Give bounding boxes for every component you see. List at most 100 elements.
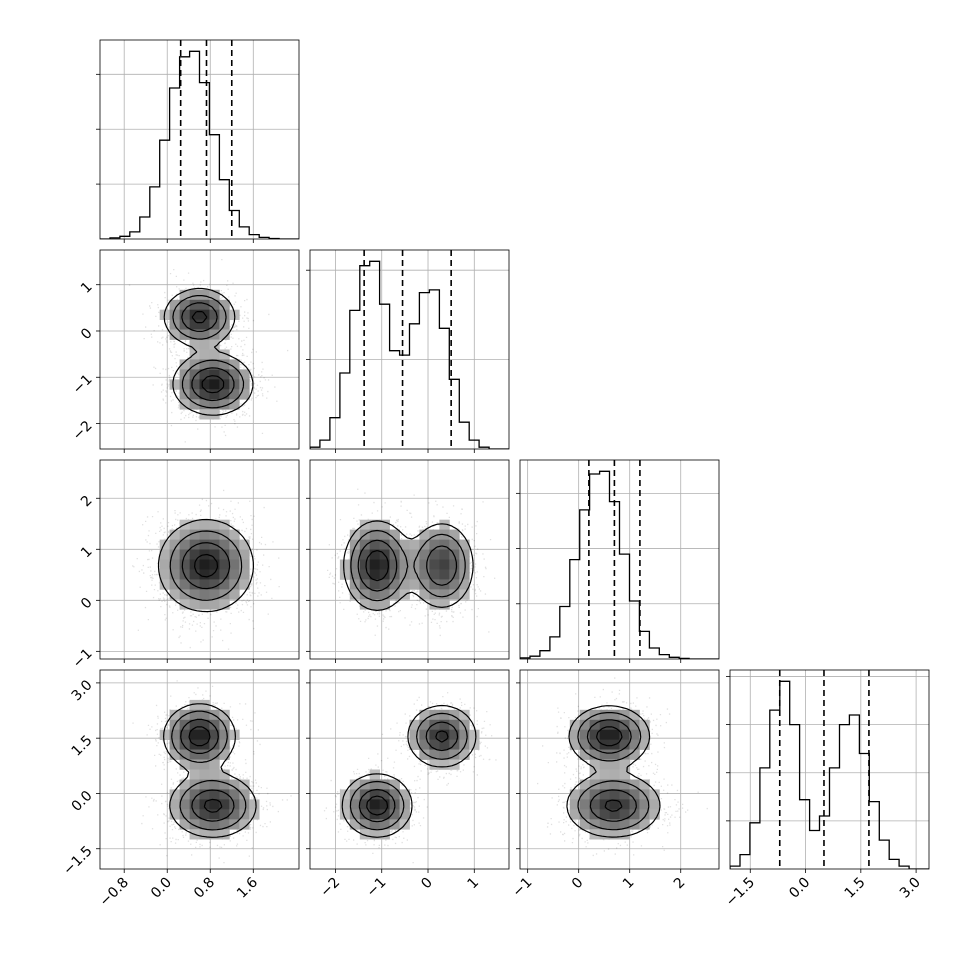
density-cell bbox=[379, 829, 390, 840]
density-cell bbox=[189, 809, 200, 820]
density-cell bbox=[589, 719, 600, 731]
density-cell bbox=[639, 719, 650, 731]
density-cell bbox=[209, 339, 220, 350]
contour-line bbox=[566, 705, 661, 838]
density-cell bbox=[359, 829, 371, 840]
density-cell bbox=[599, 819, 610, 830]
density-cell bbox=[179, 719, 190, 731]
y-tick-label: 1.5 bbox=[69, 733, 96, 760]
density-cell bbox=[339, 569, 351, 580]
y-tick-label: −2 bbox=[70, 418, 96, 444]
contour-line bbox=[191, 311, 225, 394]
density-cell bbox=[629, 719, 640, 731]
density-cell bbox=[199, 399, 210, 410]
density-cell bbox=[359, 599, 371, 610]
density-cell bbox=[349, 569, 361, 580]
density-cell bbox=[169, 729, 180, 740]
density-cell bbox=[209, 769, 220, 780]
density-cell bbox=[189, 579, 200, 590]
density-cell bbox=[339, 799, 351, 810]
density-cell bbox=[169, 579, 180, 590]
density-cell bbox=[229, 579, 240, 590]
density-cell bbox=[379, 539, 390, 550]
panel-frame bbox=[309, 459, 510, 660]
density-cell bbox=[229, 369, 240, 380]
density-cell bbox=[219, 549, 230, 560]
density-cell bbox=[379, 519, 390, 530]
density-cell bbox=[609, 789, 620, 800]
x-tick-label: 0.0 bbox=[786, 875, 813, 902]
density-cell bbox=[349, 819, 361, 830]
density-cell bbox=[639, 819, 650, 830]
panel-frame bbox=[309, 249, 510, 450]
density-cell bbox=[209, 759, 220, 770]
density-cell bbox=[449, 589, 460, 600]
density-cell bbox=[349, 809, 361, 820]
density-cell bbox=[629, 749, 640, 760]
panel-frame bbox=[99, 459, 300, 660]
density-cell bbox=[209, 389, 220, 400]
density-cell bbox=[209, 729, 220, 740]
x-tick-label: −1 bbox=[364, 875, 390, 901]
density-cell bbox=[189, 709, 200, 721]
density-cell bbox=[209, 289, 220, 301]
density-cell bbox=[339, 559, 351, 570]
density-cell bbox=[189, 569, 200, 580]
density-cell bbox=[439, 739, 450, 750]
density-cell bbox=[199, 379, 210, 390]
density-cell bbox=[419, 529, 430, 540]
density-cell bbox=[409, 579, 420, 590]
density-cell bbox=[349, 539, 361, 550]
histogram-line bbox=[310, 260, 509, 449]
density-cell bbox=[219, 779, 230, 790]
density-cell bbox=[189, 349, 200, 360]
density-cell bbox=[449, 719, 460, 731]
density-cell bbox=[429, 729, 440, 740]
contour-line bbox=[577, 712, 650, 831]
contour-line bbox=[172, 295, 245, 409]
density-cell bbox=[369, 549, 380, 560]
density-cell bbox=[219, 739, 230, 750]
density-cell bbox=[609, 829, 620, 840]
density-cell bbox=[249, 799, 260, 810]
density-cell bbox=[179, 749, 190, 760]
density-cell bbox=[389, 819, 400, 830]
histogram-panel-1 bbox=[306, 249, 510, 453]
density-cell bbox=[419, 589, 430, 600]
density-cell bbox=[189, 549, 200, 560]
density-cell bbox=[159, 559, 170, 570]
density-cell bbox=[179, 579, 190, 590]
density-cell bbox=[579, 809, 590, 820]
density-cell bbox=[179, 809, 190, 820]
density-cell bbox=[349, 559, 361, 570]
density-cell bbox=[209, 359, 220, 370]
density-cell bbox=[179, 819, 190, 830]
density-cell bbox=[199, 289, 210, 301]
density-cell bbox=[209, 309, 220, 320]
density-cell bbox=[229, 559, 240, 570]
density-cell bbox=[579, 709, 590, 721]
density-cell bbox=[239, 579, 250, 590]
density-cell bbox=[619, 819, 630, 830]
density-cell bbox=[619, 749, 630, 760]
joint-panel-content bbox=[132, 489, 280, 650]
density-cell bbox=[209, 799, 220, 810]
density-cell bbox=[609, 759, 620, 770]
density-cell bbox=[199, 339, 210, 350]
density-cell bbox=[169, 299, 180, 311]
density-cell bbox=[219, 709, 230, 721]
density-cell bbox=[189, 369, 200, 380]
density-cell bbox=[219, 569, 230, 580]
density-cell bbox=[579, 789, 590, 800]
density-cell bbox=[579, 799, 590, 810]
density-cell bbox=[229, 729, 240, 740]
density-cell bbox=[349, 529, 361, 540]
contour-line bbox=[163, 287, 254, 416]
joint-panel-content bbox=[323, 692, 497, 864]
density-cell bbox=[199, 329, 210, 340]
density-cell bbox=[199, 809, 210, 820]
density-cell bbox=[199, 369, 210, 380]
density-cell bbox=[579, 819, 590, 830]
density-cell bbox=[619, 789, 630, 800]
